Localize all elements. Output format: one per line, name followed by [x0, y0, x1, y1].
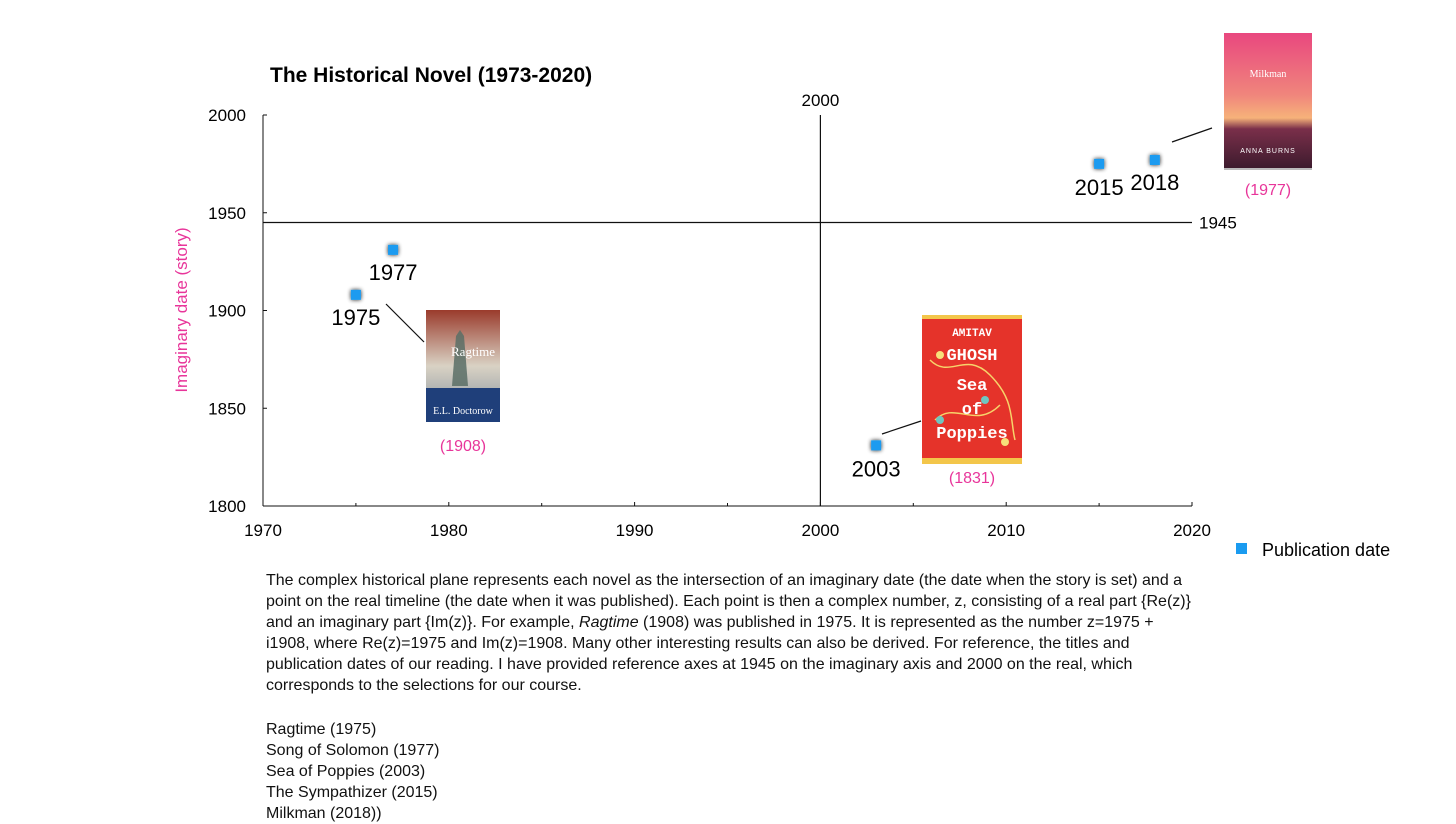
chart: The Historical Novel (1973-2020) Imagina… [172, 33, 1390, 560]
data-point-label: 2018 [1130, 170, 1179, 195]
reference-line-x-label: 2000 [801, 91, 839, 110]
description-paragraph: The complex historical plane represents … [266, 570, 1196, 696]
data-point [388, 244, 399, 255]
poppies-title-line-3: Poppies [936, 425, 1007, 444]
y-tick-label: 1950 [208, 204, 246, 223]
x-tick-label: 1980 [430, 521, 468, 540]
milkman-story-year: (1977) [1245, 182, 1291, 199]
data-point-label: 1975 [331, 305, 380, 330]
milkman-cover-title: Milkman [1250, 69, 1287, 80]
description: The complex historical plane represents … [266, 570, 1196, 696]
reading-list-item: The Sympathizer (2015) [266, 784, 438, 801]
connector-lines [385, 127, 1213, 435]
poppies-title-line-1: Sea [957, 377, 988, 396]
y-tick-label: 2000 [208, 106, 246, 125]
data-point-label: 2015 [1075, 175, 1124, 200]
legend-label: Publication date [1262, 540, 1390, 560]
y-tick-label: 1850 [208, 399, 246, 418]
milkman-cover: Milkman ANNA BURNS [1224, 33, 1312, 170]
y-axis-label: Imaginary date (story) [172, 227, 191, 392]
data-point [1094, 158, 1105, 169]
chart-title: The Historical Novel (1973-2020) [270, 64, 592, 87]
y-tick-label: 1900 [208, 302, 246, 321]
poppies-title-line-2: of [962, 401, 982, 420]
milkman-cover-author: ANNA BURNS [1240, 148, 1296, 155]
y-tick-label: 1800 [208, 497, 246, 516]
ragtime-story-year: (1908) [440, 438, 486, 455]
sea-of-poppies-cover: AMITAV GHOSH Sea of Poppies [922, 315, 1022, 464]
reference-line-y-label: 1945 [1199, 214, 1237, 233]
data-point [871, 440, 882, 451]
data-point-label: 2003 [852, 456, 901, 481]
reading-list-item: Ragtime (1975) [266, 721, 377, 738]
x-tick-label: 2010 [987, 521, 1025, 540]
data-points [350, 154, 1160, 451]
description-part-2: (1908) was published in 1975. It is repr… [266, 614, 1154, 694]
reading-list-item: Milkman (2018)) [266, 805, 382, 822]
x-tick-label: 2000 [801, 521, 839, 540]
poppies-story-year: (1831) [949, 470, 995, 487]
axes: 1970 1980 1990 2000 2010 2020 1800 1850 1900 1950… [208, 106, 1211, 540]
x-tick-label: 1970 [244, 521, 282, 540]
ragtime-cover-title: Ragtime [451, 344, 495, 359]
x-tick-label: 1990 [616, 521, 654, 540]
ragtime-cover-author: E.L. Doctorow [433, 406, 493, 417]
legend: Publication date [1236, 540, 1390, 560]
point-labels: 1975 1977 2003 2015 2018 [331, 170, 1179, 481]
reading-list-item: Sea of Poppies (2003) [266, 763, 426, 780]
legend-marker [1236, 543, 1247, 554]
ragtime-cover: Ragtime E.L. Doctorow [426, 310, 500, 422]
poppies-author-line-2: GHOSH [946, 347, 997, 366]
reading-list: Ragtime (1975) Song of Solomon (1977) Se… [266, 719, 439, 824]
reading-list-item: Song of Solomon (1977) [266, 742, 440, 759]
description-part-1: The complex historical plane represents … [266, 572, 1191, 631]
data-point-label: 1977 [369, 260, 418, 285]
reference-lines: 2000 1945 [263, 91, 1237, 506]
data-point [1149, 154, 1160, 165]
poppies-author-line-1: AMITAV [952, 328, 992, 340]
data-point [350, 289, 361, 300]
x-tick-label: 2020 [1173, 521, 1211, 540]
description-italic-title: Ragtime [579, 614, 639, 631]
